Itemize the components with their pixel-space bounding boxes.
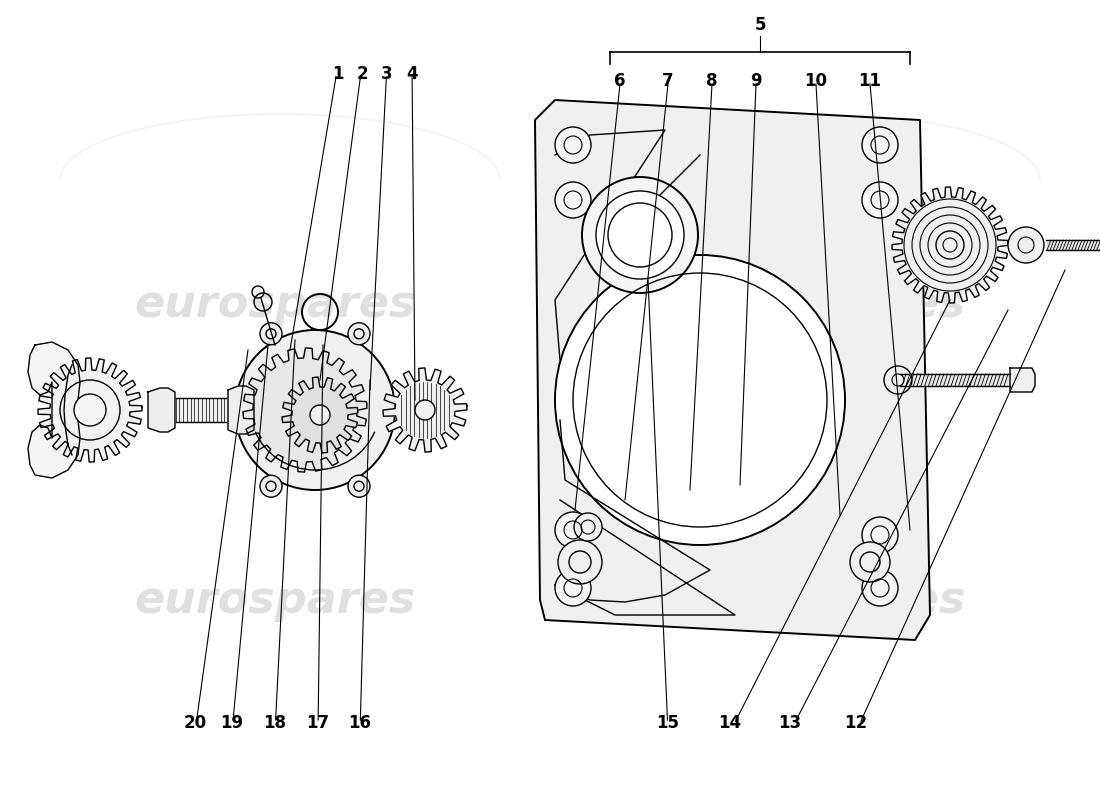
Text: 7: 7 [662,72,674,90]
Circle shape [862,127,898,163]
Text: 14: 14 [718,714,741,732]
Text: 11: 11 [858,72,881,90]
Polygon shape [150,398,235,422]
Text: 12: 12 [845,714,868,732]
Polygon shape [900,374,1010,386]
Circle shape [252,286,264,298]
Text: 15: 15 [657,714,680,732]
Circle shape [260,475,282,498]
Text: 20: 20 [184,714,207,732]
Text: eurospares: eurospares [684,282,966,326]
Text: 16: 16 [349,714,372,732]
Text: 10: 10 [804,72,827,90]
Circle shape [556,255,845,545]
Circle shape [850,542,890,582]
Polygon shape [383,368,468,452]
Circle shape [1008,227,1044,263]
Text: eurospares: eurospares [134,578,416,622]
Text: 1: 1 [332,65,343,83]
Text: 9: 9 [750,72,762,90]
Circle shape [235,330,395,490]
Circle shape [582,177,698,293]
Polygon shape [892,187,1008,303]
Circle shape [415,400,434,420]
Polygon shape [39,358,142,462]
Text: 2: 2 [356,65,367,83]
Circle shape [74,394,106,426]
Text: eurospares: eurospares [134,282,416,326]
Circle shape [884,366,912,394]
Text: 13: 13 [779,714,802,732]
Circle shape [348,322,370,345]
Circle shape [556,127,591,163]
Circle shape [862,570,898,606]
Circle shape [936,231,964,259]
Circle shape [558,540,602,584]
Circle shape [556,570,591,606]
Circle shape [596,191,684,279]
Circle shape [862,517,898,553]
Text: 4: 4 [406,65,418,83]
Circle shape [574,513,602,541]
Polygon shape [1046,240,1100,250]
Text: 8: 8 [706,72,717,90]
Circle shape [260,322,282,345]
Polygon shape [535,100,930,640]
Polygon shape [243,348,367,472]
Polygon shape [28,342,80,478]
Circle shape [556,512,591,548]
Text: 3: 3 [382,65,393,83]
Text: 17: 17 [307,714,330,732]
Text: 18: 18 [264,714,286,732]
Polygon shape [282,377,358,453]
Text: 6: 6 [614,72,626,90]
Text: 19: 19 [220,714,243,732]
Text: 5: 5 [755,16,766,34]
Polygon shape [1010,368,1035,392]
Circle shape [310,405,330,425]
Circle shape [556,182,591,218]
Circle shape [862,182,898,218]
Polygon shape [148,388,175,432]
Polygon shape [228,386,254,434]
Text: eurospares: eurospares [684,578,966,622]
Circle shape [348,475,370,498]
